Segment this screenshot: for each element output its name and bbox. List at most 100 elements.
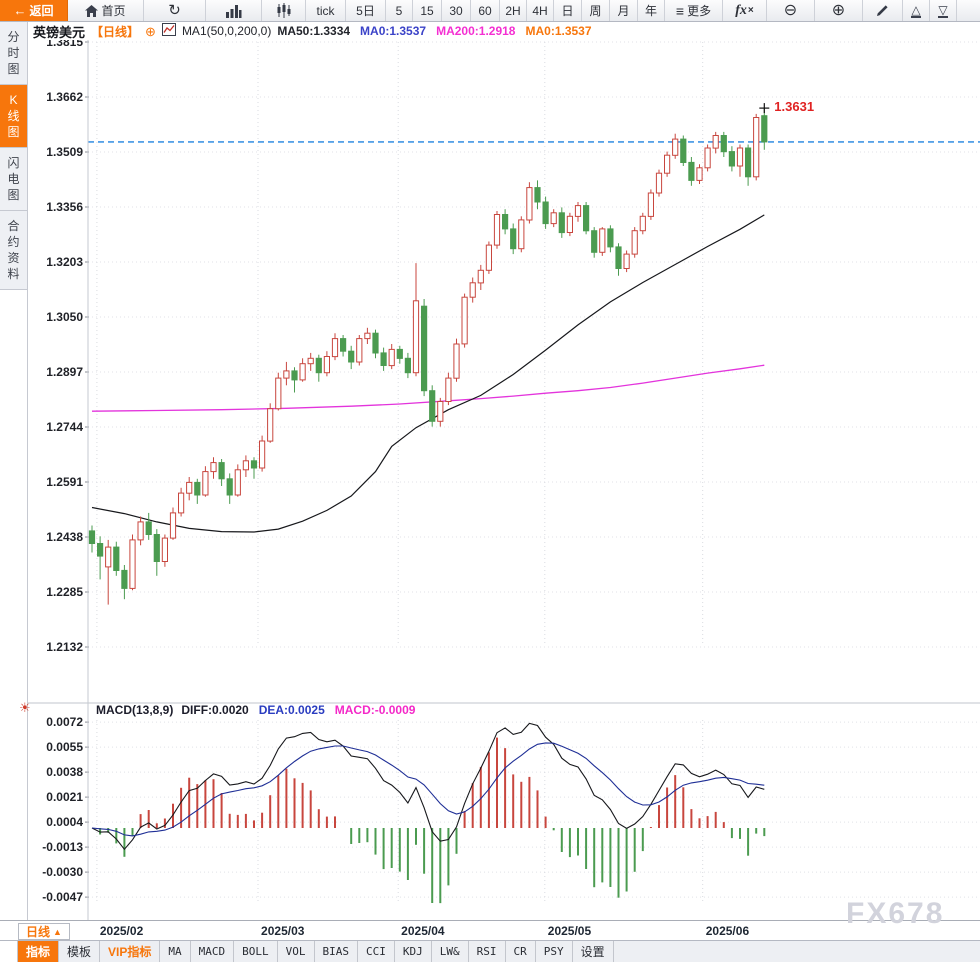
candlestick-button[interactable]: [262, 0, 306, 21]
ma-value-1: MA0:1.3537: [360, 24, 427, 38]
svg-text:1.3203: 1.3203: [46, 255, 83, 269]
period-30-button[interactable]: 30: [442, 0, 471, 21]
period-15-button-label: 15: [420, 3, 434, 18]
zoom-out-button[interactable]: ⊖: [767, 0, 815, 21]
period-4h-button-label: 4H: [532, 3, 548, 18]
refresh-button[interactable]: ↻: [144, 0, 206, 21]
period-60-button[interactable]: 60: [471, 0, 500, 21]
tab-boll[interactable]: BOLL: [234, 941, 278, 962]
period-5d-button-label: 5日: [356, 4, 375, 18]
ma-value-3: MA0:1.3537: [525, 24, 592, 38]
period-5d-button[interactable]: 5日: [346, 0, 386, 21]
mini-chart-icon[interactable]: [161, 23, 176, 39]
period-5-button-label: 5: [395, 3, 403, 18]
macd-value-1: DEA:0.0025: [258, 703, 325, 717]
chart-type-sidebar: 分时图 K线图闪电图合约资料: [0, 22, 28, 920]
back-button[interactable]: ← 返回: [0, 0, 68, 21]
symbol-name: 英镑美元: [33, 24, 86, 40]
candlestick-icon: [277, 3, 290, 18]
period-30-button-label: 30: [449, 3, 463, 18]
tab-vip-indicators[interactable]: VIP指标: [100, 941, 161, 962]
ma200-line: [91, 364, 765, 412]
circle-plus-icon[interactable]: ⊕: [145, 23, 156, 39]
draw-button[interactable]: [863, 0, 903, 21]
sidebar-item-kline-chart[interactable]: K线图: [0, 85, 27, 148]
zoom-in-icon: ⊕: [831, 1, 846, 19]
svg-text:0.0004: 0.0004: [46, 815, 83, 829]
tab-bias[interactable]: BIAS: [315, 941, 358, 962]
period-tick-button-label: tick: [316, 3, 335, 18]
macd-gridlines: 0.0072 0.0055 0.0038 0.0021 0.0004 -0.0013 -0.…: [42, 715, 980, 904]
svg-text:1.2744: 1.2744: [46, 420, 83, 434]
tab-vol[interactable]: VOL: [278, 941, 315, 962]
period-tag: 【日线】: [91, 24, 140, 39]
home-button-label: 首页: [101, 4, 126, 18]
macd-value-0: DIFF:0.0020: [181, 703, 249, 717]
top-toolbar: ← 返回 首页 ↻ tick 5日 5 15 30 60 2H 4H 日周月年 ≡ 更多 fx × ⊖ ⊕ △ ▽: [0, 0, 980, 22]
sidebar-item-lightning-chart-label: 闪电图: [7, 156, 20, 202]
macd-header: MACD(13,8,9) DIFF:0.0020 DEA:0.0025 MACD:-…: [96, 702, 415, 718]
macd-value-2: MACD:-0.0009: [334, 703, 416, 717]
macd-histogram: [99, 737, 766, 904]
indicator-fx-button[interactable]: fx ×: [723, 0, 767, 21]
tab-ma[interactable]: MA: [160, 941, 191, 962]
sidebar-item-contract-info[interactable]: 合约资料: [0, 211, 27, 290]
x-axis-row: 日线 ▲ 2025/02 2025/03 2025/04 2025/05 2025/06: [0, 920, 980, 940]
period-tick-button[interactable]: tick: [306, 0, 346, 21]
collapse-up-button[interactable]: △: [903, 0, 930, 21]
home-button[interactable]: 首页: [68, 0, 144, 21]
period-15-button[interactable]: 15: [413, 0, 442, 21]
tab-kdj[interactable]: KDJ: [395, 941, 432, 962]
more-button[interactable]: ≡ 更多: [665, 0, 723, 21]
ma-value-2: MA200:1.2918: [436, 24, 516, 38]
zoom-in-button[interactable]: ⊕: [815, 0, 863, 21]
period-5-button[interactable]: 5: [386, 0, 413, 21]
svg-text:1.2897: 1.2897: [46, 365, 83, 379]
svg-text:0.0038: 0.0038: [46, 765, 83, 779]
period-month-button-label: 月: [617, 4, 630, 18]
refresh-icon: ↻: [168, 2, 181, 19]
tab-cr[interactable]: CR: [506, 941, 536, 962]
svg-text:1.2591: 1.2591: [46, 475, 83, 489]
period-day-button[interactable]: 日: [554, 0, 582, 21]
price-and-macd-chart[interactable]: 1.3815 1.3662 1.3509 1.3356 1.3203 1.3050 1.28…: [28, 40, 980, 920]
sidebar-item-time-chart-label: 分时图: [7, 30, 20, 76]
tab-cci[interactable]: CCI: [358, 941, 395, 962]
svg-text:0.0021: 0.0021: [46, 790, 83, 804]
macd-params-label: MACD(13,8,9): [96, 703, 174, 717]
period-dropdown-button[interactable]: 日线 ▲: [18, 923, 70, 940]
sidebar-item-contract-info-label: 合约资料: [7, 219, 20, 281]
indicator-settings-sun-icon[interactable]: ☀: [19, 700, 31, 715]
tab-psy[interactable]: PSY: [536, 941, 573, 962]
tab-indicators[interactable]: 指标: [18, 941, 60, 962]
chart-header: 英镑美元 【日线】 ⊕ MA1(50,0,200,0) MA50:1.3334 M…: [28, 22, 980, 40]
period-60-button-label: 60: [478, 3, 492, 18]
period-month-button[interactable]: 月: [610, 0, 638, 21]
tab-templates[interactable]: 模板: [59, 941, 101, 962]
ma-values: MA50:1.3334 MA0:1.3537 MA200:1.2918 MA0:1.3…: [277, 24, 591, 38]
period-4h-button[interactable]: 4H: [527, 0, 554, 21]
collapse-down-button[interactable]: ▽: [930, 0, 957, 21]
period-week-button[interactable]: 周: [582, 0, 610, 21]
home-icon: [85, 4, 99, 17]
macd-diff-line: [91, 722, 765, 851]
svg-text:1.2285: 1.2285: [46, 585, 83, 599]
indicator-toolbar: 指标 模板 VIP指标 MA MACD BOLL VOL BIAS CCI KDJ LW& RSI CR…: [0, 940, 980, 962]
period-year-button-label: 年: [644, 4, 657, 18]
tab-lw[interactable]: LW&: [432, 941, 469, 962]
sidebar-item-lightning-chart[interactable]: 闪电图: [0, 148, 27, 211]
bar-chart-button[interactable]: [206, 0, 262, 21]
svg-text:1.3509: 1.3509: [46, 145, 83, 159]
svg-text:1.3050: 1.3050: [46, 310, 83, 324]
period-year-button[interactable]: 年: [638, 0, 665, 21]
tab-settings[interactable]: 设置: [573, 941, 614, 962]
price-gridlines: 1.3815 1.3662 1.3509 1.3356 1.3203 1.3050 1.28…: [46, 40, 980, 654]
period-2h-button[interactable]: 2H: [500, 0, 527, 21]
x-axis-label-3: 2025/05: [547, 924, 592, 938]
svg-text:1.2132: 1.2132: [46, 640, 83, 654]
tab-rsi[interactable]: RSI: [469, 941, 506, 962]
tab-macd[interactable]: MACD: [191, 941, 235, 962]
sidebar-item-time-chart[interactable]: 分时图: [0, 22, 27, 85]
triangle-down-icon: ▽: [938, 2, 948, 18]
